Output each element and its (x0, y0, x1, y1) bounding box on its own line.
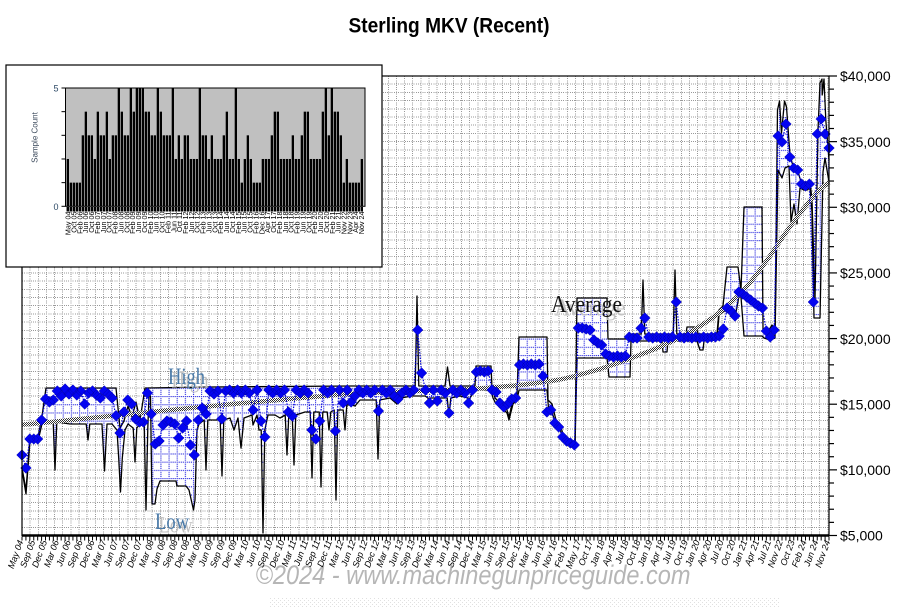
svg-text:Oct 11: Oct 11 (175, 211, 184, 232)
svg-text:Jun 11: Jun 11 (169, 211, 178, 232)
svg-text:Feb 08: Feb 08 (111, 212, 120, 234)
svg-text:Oct 09: Oct 09 (140, 212, 149, 233)
svg-text:Jun 13: Jun 13 (205, 212, 214, 234)
svg-text:Nov 24: Nov 24 (357, 212, 366, 235)
svg-text:Jun 20: Jun 20 (316, 212, 325, 234)
svg-text:Apr 24: Apr 24 (351, 212, 360, 233)
svg-text:$40,000: $40,000 (840, 68, 891, 84)
svg-text:Oct 07: Oct 07 (105, 212, 114, 233)
svg-text:Jun 15: Jun 15 (240, 212, 249, 234)
svg-text:Jun 12: Jun 12 (187, 212, 196, 234)
svg-text:Jun 19: Jun 19 (298, 212, 307, 234)
svg-text:Low: Low (159, 513, 193, 538)
svg-text:Feb 07: Feb 07 (93, 212, 102, 234)
svg-text:Apr 17: Apr 17 (263, 212, 272, 233)
svg-text:$30,000: $30,000 (840, 200, 891, 216)
svg-text:Jun 06: Jun 06 (81, 212, 90, 234)
svg-text:$15,000: $15,000 (840, 396, 891, 412)
svg-text:Nov 22: Nov 22 (340, 212, 349, 235)
svg-text:Feb 13: Feb 13 (199, 212, 208, 234)
svg-text:©2024 - www.machinegunpricegui: ©2024 - www.machinegunpriceguide.com (256, 560, 691, 590)
svg-text:Feb 15: Feb 15 (234, 212, 243, 234)
svg-text:$20,000: $20,000 (840, 331, 891, 347)
svg-text:Sterling MKV (Recent): Sterling MKV (Recent) (349, 14, 550, 38)
svg-text:Oct 13: Oct 13 (210, 212, 219, 233)
svg-text:$35,000: $35,000 (840, 134, 891, 150)
svg-text:Feb 12: Feb 12 (181, 212, 190, 234)
svg-text:Oct 15: Oct 15 (246, 212, 255, 233)
svg-text:$25,000: $25,000 (840, 265, 891, 281)
svg-text:0: 0 (53, 202, 58, 212)
svg-text:Oct 17: Oct 17 (269, 212, 278, 233)
svg-text:Oct 10: Oct 10 (158, 212, 167, 233)
svg-text:Feb 14: Feb 14 (216, 212, 225, 234)
svg-text:Feb 21: Feb 21 (328, 212, 337, 234)
svg-text:Feb 18: Feb 18 (275, 212, 284, 234)
svg-text:Average: Average (551, 292, 622, 318)
svg-text:Oct 19: Oct 19 (304, 212, 313, 233)
svg-text:Jun 08: Jun 08 (116, 212, 125, 234)
svg-text:Nov 23: Nov 23 (345, 212, 354, 235)
svg-text:Feb 10: Feb 10 (146, 212, 155, 234)
svg-text:Oct 14: Oct 14 (228, 212, 237, 233)
svg-text:Dec 16: Dec 16 (257, 212, 266, 235)
svg-text:Jun 10: Jun 10 (152, 212, 161, 234)
svg-text:Jun 18: Jun 18 (281, 212, 290, 234)
svg-text:May 04: May 04 (64, 212, 73, 236)
svg-text:High: High (168, 364, 205, 389)
svg-text:$5,000: $5,000 (840, 528, 883, 544)
svg-text:Feb 16: Feb 16 (251, 212, 260, 234)
svg-text:Jun 09: Jun 09 (134, 212, 143, 234)
svg-text:Oct 18: Oct 18 (287, 212, 296, 233)
svg-text:Low: Low (155, 509, 189, 534)
svg-text:Jun 21: Jun 21 (334, 212, 343, 234)
svg-text:Oct 08: Oct 08 (122, 212, 131, 233)
svg-text:Jun 07: Jun 07 (99, 212, 108, 234)
svg-text:Oct 20: Oct 20 (322, 212, 331, 233)
svg-text:Feb 06: Feb 06 (75, 212, 84, 234)
svg-text:Oct 12: Oct 12 (193, 212, 202, 233)
svg-text:Feb 09: Feb 09 (128, 212, 137, 234)
svg-text:$10,000: $10,000 (840, 462, 891, 478)
svg-text:Feb 11: Feb 11 (163, 211, 172, 233)
svg-text:High: High (172, 368, 209, 393)
svg-text:Feb 19: Feb 19 (293, 212, 302, 234)
svg-text:Sample Count: Sample Count (31, 111, 40, 162)
svg-text:Average: Average (555, 296, 626, 322)
svg-text:Jun 14: Jun 14 (222, 212, 231, 234)
svg-text:5: 5 (53, 84, 58, 94)
svg-text:Oct 06: Oct 06 (87, 212, 96, 233)
svg-text:Oct 05: Oct 05 (70, 212, 79, 233)
svg-text:Feb 20: Feb 20 (310, 212, 319, 234)
